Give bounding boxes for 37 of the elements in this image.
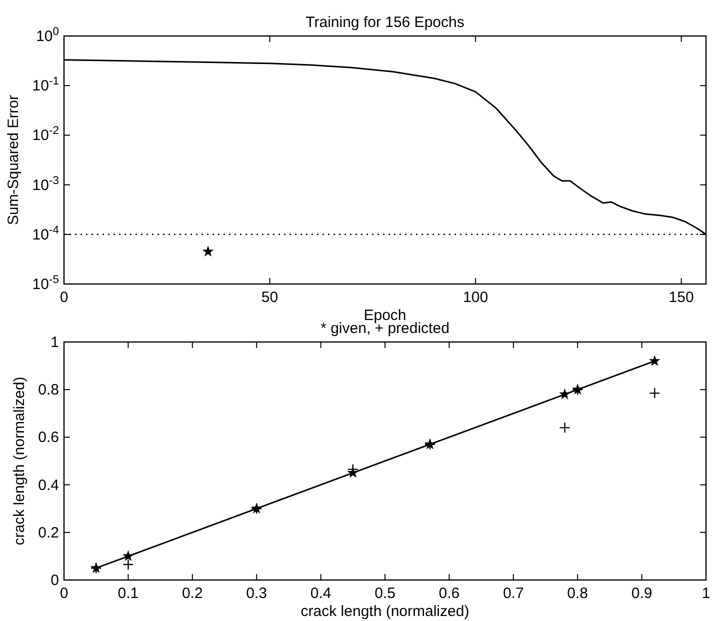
x-tick-label: 0.3 — [246, 585, 268, 602]
x-axis-title: crack length (normalized) — [300, 603, 470, 620]
x-tick-label: 0.6 — [438, 585, 460, 602]
point — [122, 550, 134, 562]
y-tick-label: 10$^{-3}$ — [32, 174, 59, 194]
y-tick-label: 10$^{-5}$ — [32, 274, 59, 293]
point — [122, 558, 134, 570]
y-tick-label: 0.8 — [38, 382, 59, 399]
y-tick-label: 10$^{-4}$ — [32, 224, 59, 244]
point — [559, 422, 570, 434]
y-tick-label: 0.2 — [38, 524, 59, 542]
y-axis-title: crack length (normalized) — [11, 376, 28, 546]
point — [347, 466, 359, 478]
y-tick-label: 0 — [50, 572, 59, 589]
y-tick-label: 0.6 — [38, 429, 59, 446]
x-axis-title: Epoch — [364, 307, 406, 324]
point — [559, 388, 570, 400]
chart-title: Training for 156 Epochs — [306, 14, 464, 31]
x-tick-label: 0.2 — [182, 585, 203, 602]
point — [648, 355, 660, 366]
x-tick-label: 100 — [463, 289, 488, 306]
x-tick-label: 0.1 — [118, 585, 139, 602]
y-tick-label: 0.4 — [38, 476, 59, 494]
point — [649, 388, 660, 399]
x-tick-label: 0.4 — [310, 585, 332, 602]
x-tick-label: 150 — [668, 289, 694, 306]
y-tick-label: 10$^{0}$ — [36, 26, 59, 45]
x-tick-label: 0.5 — [374, 585, 396, 602]
x-tick-label: 0.8 — [567, 585, 588, 602]
y-axis-title: Sum-Squared Error — [5, 94, 22, 226]
x-tick-label: 50 — [261, 289, 278, 306]
y-tick-label: 10$^{-2}$ — [32, 125, 59, 144]
y-tick-label: 1 — [50, 334, 59, 351]
x-tick-label: 0.9 — [631, 585, 652, 602]
x-tick-label: 0.7 — [502, 585, 524, 602]
y-tick-label: 10$^{-1}$ — [32, 76, 59, 95]
x-tick-label: 1 — [702, 585, 710, 602]
